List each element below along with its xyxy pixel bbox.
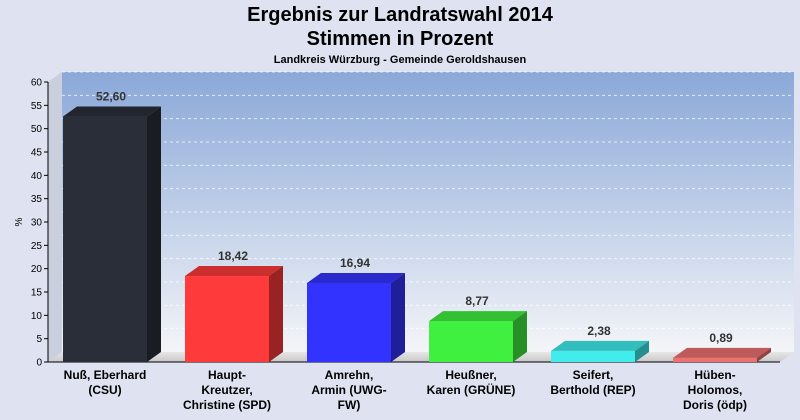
x-category-label-line: Christine (SPD): [183, 398, 271, 412]
x-category-label-line: Seifert,: [573, 368, 614, 382]
bar: [551, 340, 649, 362]
bar-top: [551, 340, 649, 351]
bar-value-label: 18,42: [218, 249, 248, 263]
plot-side-wall: [48, 72, 62, 362]
bar-front: [63, 116, 147, 363]
bar-front: [673, 357, 757, 362]
x-category-label-line: FW): [338, 398, 361, 412]
bar-front: [429, 321, 513, 362]
bar-side: [757, 347, 771, 362]
y-tick-label: 55: [31, 101, 43, 112]
x-category-label-line: (CSU): [88, 383, 121, 397]
y-tick-label: 25: [31, 241, 43, 252]
x-category-label-line: Haupt-: [208, 368, 246, 382]
bar-value-label: 16,94: [340, 256, 370, 270]
x-category-label-line: Kreutzer,: [201, 383, 252, 397]
bar-top: [307, 272, 405, 283]
bar-side: [635, 340, 649, 362]
y-tick-label: 45: [31, 148, 43, 159]
x-category-label: Nuß, Eberhard (CSU): [64, 368, 147, 397]
bar-value-label: 8,77: [465, 294, 489, 308]
chart-subtitle: Stimmen in Prozent: [306, 28, 494, 50]
bar-front: [185, 276, 269, 362]
chart-caption: Landkreis Würzburg - Gemeinde Geroldshau…: [273, 54, 527, 66]
bar-front: [551, 350, 635, 362]
x-category-label-line: Amrehn,: [325, 368, 374, 382]
bar: [429, 311, 527, 362]
bar-side: [391, 272, 405, 362]
y-tick-label: 15: [31, 288, 43, 299]
x-category-label: Amrehn, Armin (UWG-FW): [311, 368, 386, 412]
y-tick-label: 30: [31, 218, 43, 229]
bar-value-label: 0,89: [709, 331, 733, 345]
bar: [185, 266, 283, 362]
x-category-label-line: Doris (ödp): [683, 398, 747, 412]
x-category-label: Hüben-Holomos, Doris (ödp): [683, 368, 747, 412]
x-category-label-line: Karen (GRÜNE): [427, 382, 516, 397]
y-tick-label: 60: [31, 78, 43, 89]
bar: [307, 272, 405, 362]
x-category-label: Heußner, Karen (GRÜNE): [427, 368, 516, 397]
x-category-label: Haupt-Kreutzer, Christine (SPD): [183, 368, 271, 412]
y-tick-label: 50: [31, 124, 43, 135]
bar-value-label: 2,38: [587, 324, 611, 338]
y-tick-label: 20: [31, 264, 43, 275]
y-tick-label: 10: [31, 311, 43, 322]
x-category-label-line: Heußner,: [445, 368, 496, 382]
y-tick-label: 35: [31, 194, 43, 205]
x-category-label-line: Nuß, Eberhard: [64, 368, 147, 382]
bar-side: [513, 311, 527, 362]
y-tick-label: 40: [31, 171, 43, 182]
bar-top: [63, 106, 161, 117]
x-category-label-line: Holomos,: [688, 383, 743, 397]
bar-top: [185, 266, 283, 277]
x-category-label-line: Berthold (REP): [550, 383, 635, 397]
bar-front: [307, 282, 391, 362]
bar-side: [147, 106, 161, 363]
bar-top: [429, 311, 527, 322]
bar: [63, 106, 161, 363]
y-tick-label: 0: [36, 358, 42, 369]
chart-title: Ergebnis zur Landratswahl 2014: [247, 4, 553, 26]
bar-top: [673, 347, 771, 358]
bar-value-label: 52,60: [96, 90, 126, 104]
x-category-label: Seifert, Berthold (REP): [550, 368, 635, 397]
bar-side: [269, 266, 283, 362]
y-tick-label: 5: [36, 334, 42, 345]
bar: [673, 347, 771, 362]
y-axis-label: %: [14, 217, 25, 226]
x-category-label-line: Hüben-: [694, 368, 735, 382]
x-category-label-line: Armin (UWG-: [311, 383, 386, 397]
